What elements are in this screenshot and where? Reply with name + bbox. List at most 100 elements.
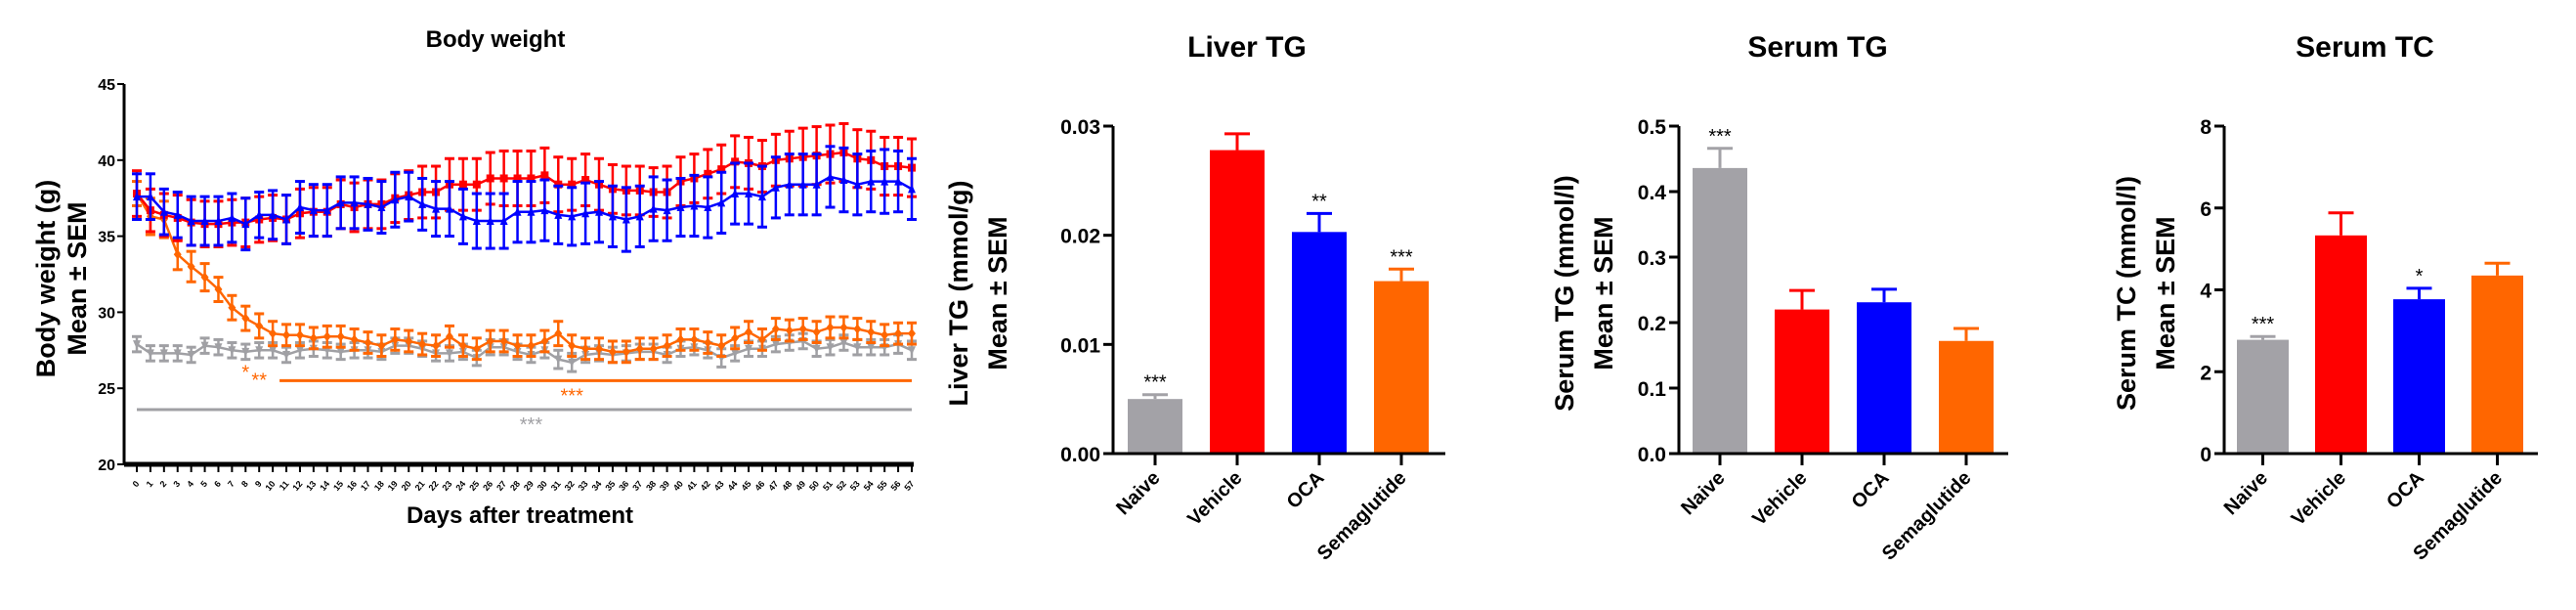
x-tick-label: 38 [644,479,658,493]
chart-title: Liver TG [1187,31,1307,64]
x-tick-label: 16 [345,479,359,493]
data-point [595,343,604,354]
significance-label: *** [520,414,543,436]
data-point [200,216,209,226]
x-tick-label: 1 [145,479,155,489]
data-point [595,206,604,216]
data-point [880,176,889,186]
data-point [377,340,386,351]
data-point [853,179,862,189]
data-point [812,179,821,189]
x-tick-label: 6 [212,479,223,489]
y-tick-label: 0 [2200,444,2211,466]
significance-label: *** [1143,372,1167,394]
x-tick-label: OCA [2383,467,2428,513]
data-point [826,171,835,181]
data-point [187,261,195,272]
data-point [745,344,753,354]
data-point [527,340,536,351]
data-point [458,180,467,189]
data-point [771,340,780,350]
data-point [649,203,658,213]
series-line [137,175,913,226]
x-tick-label: 40 [671,479,685,493]
x-tick-label: 43 [712,479,726,493]
data-point [894,328,903,339]
x-tick-label: 49 [794,479,807,493]
y-axis-label-line-2: Mean ± SEM [983,216,1012,370]
data-point [785,179,794,189]
data-point [241,313,250,324]
bar-naive [1693,167,1747,454]
data-point [853,324,862,334]
x-tick-label: Naive [1112,467,1164,519]
data-point [690,334,699,345]
data-point [527,174,536,183]
data-point [812,327,821,337]
data-point [228,212,236,222]
data-point [214,284,223,295]
bar-oca [2393,299,2445,454]
x-tick-label: 32 [563,479,577,493]
data-point [757,334,766,345]
data-point [731,349,740,359]
x-tick-label: 44 [726,479,740,493]
data-point [445,331,453,342]
data-point [255,321,264,331]
x-tick-label: 56 [889,479,903,493]
data-point [295,346,304,356]
liver-tg-chart: Liver TG Liver TG (mmol/g) Mean ± SEM *** Na… [944,31,1445,565]
data-point [458,340,467,351]
x-tick-label: 28 [508,479,522,493]
y-tick-label: 0.4 [1638,182,1667,204]
x-tick-label: 35 [603,479,617,493]
data-point [241,347,250,357]
data-point [867,327,876,337]
y-axis-label: Liver TG (mmol/g) Mean ± SEM [944,180,1012,406]
data-point [554,328,563,339]
x-tick-label: 41 [685,479,699,493]
x-tick-label: 22 [427,479,441,493]
bar-semaglutide [1939,340,1994,454]
data-point [731,157,740,166]
data-point [568,211,577,221]
data-point [241,219,250,229]
y-tick-label: 6 [2200,198,2211,221]
y-axis-label-line-1: Body weight (g) [31,180,61,377]
x-tick-label: 8 [239,479,250,489]
data-point [581,176,590,185]
data-point [635,211,644,221]
data-point [690,200,699,210]
data-point [432,340,441,351]
data-point [540,171,549,180]
data-point [269,346,278,356]
x-tick-label: OCA [1283,467,1329,513]
data-point [282,214,291,224]
x-tick-label: 52 [835,479,848,493]
data-point [798,324,807,334]
significance-label: ** [251,370,267,391]
x-tick-label: 11 [278,479,291,493]
data-point [826,322,835,332]
x-tick-label: Naive [2220,467,2272,519]
data-point [676,334,685,345]
x-tick-label: 29 [522,479,536,493]
x-tick-label: 54 [862,479,876,493]
data-point [173,349,182,359]
x-tick-label: 50 [807,479,821,493]
data-point [472,216,481,226]
bar-oca [1292,232,1347,454]
data-point [200,341,209,351]
data-point [391,195,400,204]
data-point [228,346,236,356]
data-point [908,346,916,356]
data-point [309,332,318,343]
y-tick-label: 0.3 [1638,247,1666,270]
data-point [513,340,522,351]
chart-title: Serum TC [2296,31,2434,64]
x-tick-label: 33 [577,479,590,493]
data-point [663,205,671,215]
data-point [839,322,848,332]
data-point [839,175,848,185]
